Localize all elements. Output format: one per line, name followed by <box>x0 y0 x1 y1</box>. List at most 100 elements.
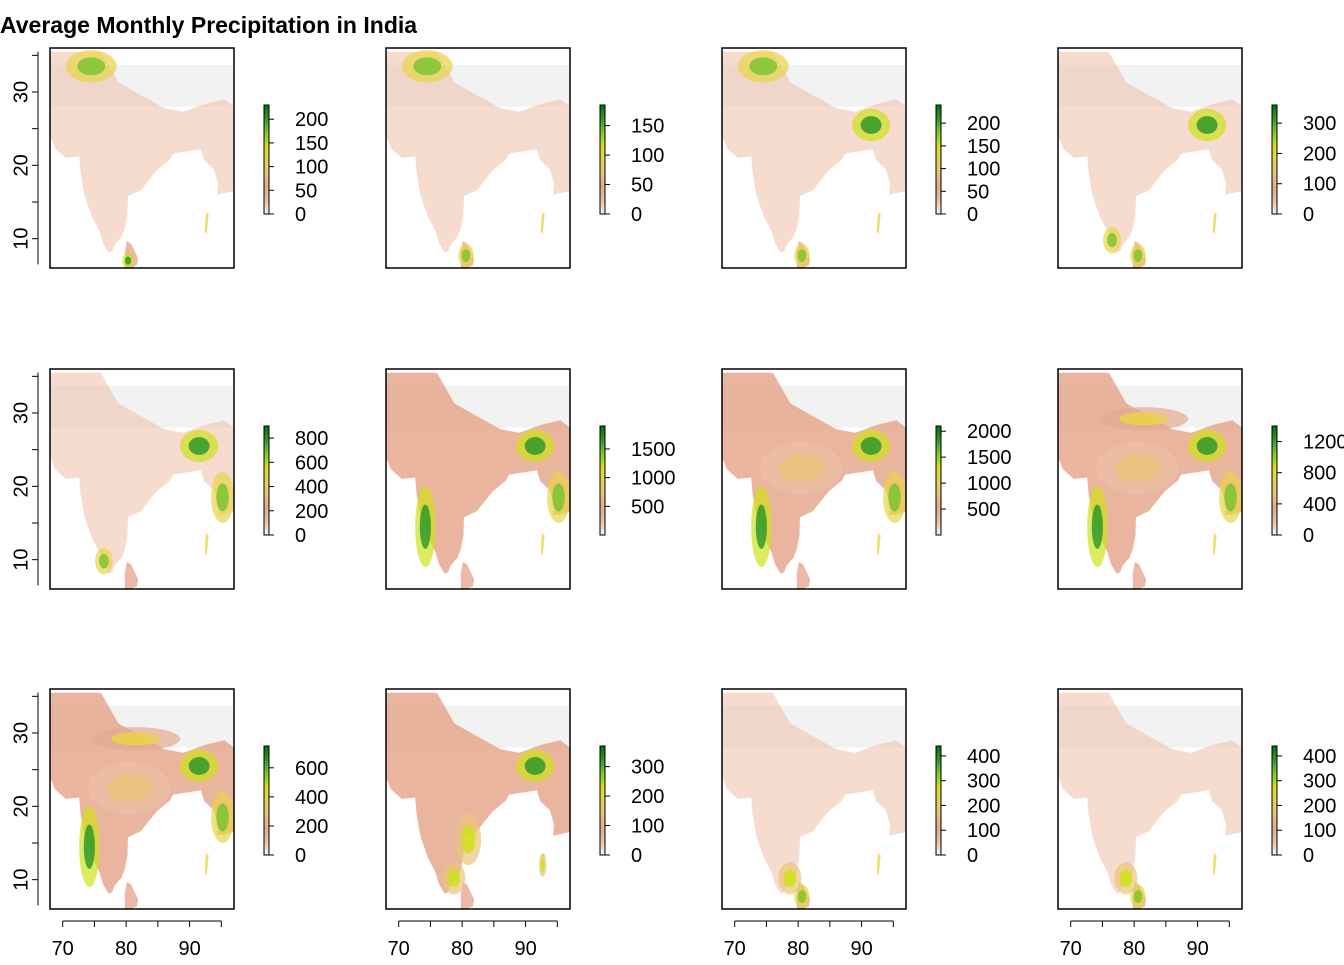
legend-tick-label: 2000 <box>967 421 1012 443</box>
legend-tick-label: 1000 <box>631 468 676 490</box>
legend-tick-label: 200 <box>1303 795 1336 817</box>
wet-region-core <box>783 869 797 888</box>
map-layer <box>1058 51 1242 268</box>
y-tick-label: 20 <box>10 475 32 497</box>
map-layer <box>386 372 570 589</box>
legend-tick-label: 100 <box>631 816 664 838</box>
legend-tick-label: 100 <box>295 157 328 179</box>
map-layer <box>50 372 234 589</box>
sri-lanka <box>460 881 475 909</box>
legend-tick-label: 600 <box>295 452 328 474</box>
legend-bar <box>599 745 606 856</box>
x-tick-label: 70 <box>1060 938 1082 960</box>
legend-bar <box>935 425 942 536</box>
sri-lanka <box>1132 561 1147 589</box>
panel-frame <box>721 368 907 590</box>
andaman-islands <box>876 212 881 235</box>
map-layer <box>50 692 234 909</box>
map-layer <box>722 692 906 909</box>
legend-tick-label: 200 <box>295 816 328 838</box>
x-tick-label: 90 <box>1186 938 1208 960</box>
land-mass <box>722 51 906 253</box>
wet-region-core <box>860 437 882 455</box>
legend-tick-label: 0 <box>631 845 642 867</box>
panel-2: 0 50 100 150 <box>385 47 664 269</box>
panel-10: 70 80 90 0 100 200 300 <box>385 688 664 960</box>
wet-region-core <box>1119 412 1169 426</box>
legend-tick-label: 400 <box>295 477 328 499</box>
x-tick-label: 70 <box>52 938 74 960</box>
wet-region-core <box>1119 869 1133 888</box>
legend-tick-label: 400 <box>967 746 1000 768</box>
sri-lanka <box>796 561 811 589</box>
legend-tick-label: 100 <box>631 145 664 167</box>
andaman-islands <box>1212 212 1217 235</box>
land-mass <box>386 51 570 253</box>
andaman-islands <box>1212 533 1217 556</box>
panel-frame <box>721 47 907 269</box>
legend-tick-label: 300 <box>1303 113 1336 135</box>
sri-lanka <box>460 561 475 589</box>
map-layer <box>1058 372 1242 589</box>
sri-lanka <box>124 881 139 909</box>
legend-tick-label: 200 <box>967 113 1000 135</box>
wet-region-core <box>860 116 882 134</box>
wet-region-core <box>1114 453 1160 483</box>
legend-tick-label: 500 <box>967 499 1000 521</box>
legend-tick-label: 0 <box>1303 204 1314 226</box>
legend-bar <box>599 104 606 215</box>
legend-tick-label: 200 <box>1303 143 1336 165</box>
x-tick-label: 70 <box>388 938 410 960</box>
legend-tick-label: 100 <box>967 159 1000 181</box>
andaman-islands <box>876 853 881 876</box>
andaman-islands <box>204 853 209 876</box>
wet-region-core <box>413 57 442 76</box>
panel-frame <box>385 688 571 910</box>
map-layer <box>1058 692 1242 909</box>
panel-frame <box>385 47 571 269</box>
panel-frame <box>1057 47 1243 269</box>
y-tick-label: 20 <box>10 795 32 817</box>
wet-region-core <box>540 858 545 872</box>
map-layer <box>386 692 570 909</box>
andaman-islands <box>1212 853 1217 876</box>
legend-tick-label: 0 <box>295 204 306 226</box>
legend-tick-label: 150 <box>967 136 1000 158</box>
wet-region-core <box>106 773 152 803</box>
wet-region-core <box>1224 483 1237 512</box>
legend-tick-label: 150 <box>295 133 328 155</box>
x-tick-label: 80 <box>115 938 137 960</box>
legend-tick-label: 300 <box>1303 771 1336 793</box>
x-tick-label: 90 <box>850 938 872 960</box>
panel-frame <box>49 368 235 590</box>
legend-tick-label: 200 <box>295 501 328 523</box>
panel-frame <box>49 47 235 269</box>
panel-frame <box>721 688 907 910</box>
wet-region-core <box>524 757 546 775</box>
wet-region-core <box>888 483 901 512</box>
andaman-islands <box>540 212 545 235</box>
wet-region-core <box>552 483 565 512</box>
panel-6: 500 1000 1500 <box>385 368 676 590</box>
y-tick-label: 10 <box>10 549 32 571</box>
legend-tick-label: 0 <box>631 204 642 226</box>
legend-tick-label: 400 <box>1303 746 1336 768</box>
map-layer <box>722 50 906 268</box>
wet-region-core <box>1107 232 1117 248</box>
panel-frame <box>385 368 571 590</box>
wet-region-core <box>755 504 767 549</box>
andaman-islands <box>540 533 545 556</box>
wet-region-core <box>1196 437 1218 455</box>
wet-region-core <box>749 57 778 76</box>
legend-tick-label: 0 <box>967 845 978 867</box>
legend-tick-label: 50 <box>295 180 317 202</box>
legend-tick-label: 800 <box>295 428 328 450</box>
x-tick-label: 80 <box>451 938 473 960</box>
legend-tick-label: 0 <box>1303 845 1314 867</box>
legend-tick-label: 0 <box>295 525 306 547</box>
legend-tick-label: 0 <box>967 204 978 226</box>
legend-bar <box>1271 104 1278 215</box>
